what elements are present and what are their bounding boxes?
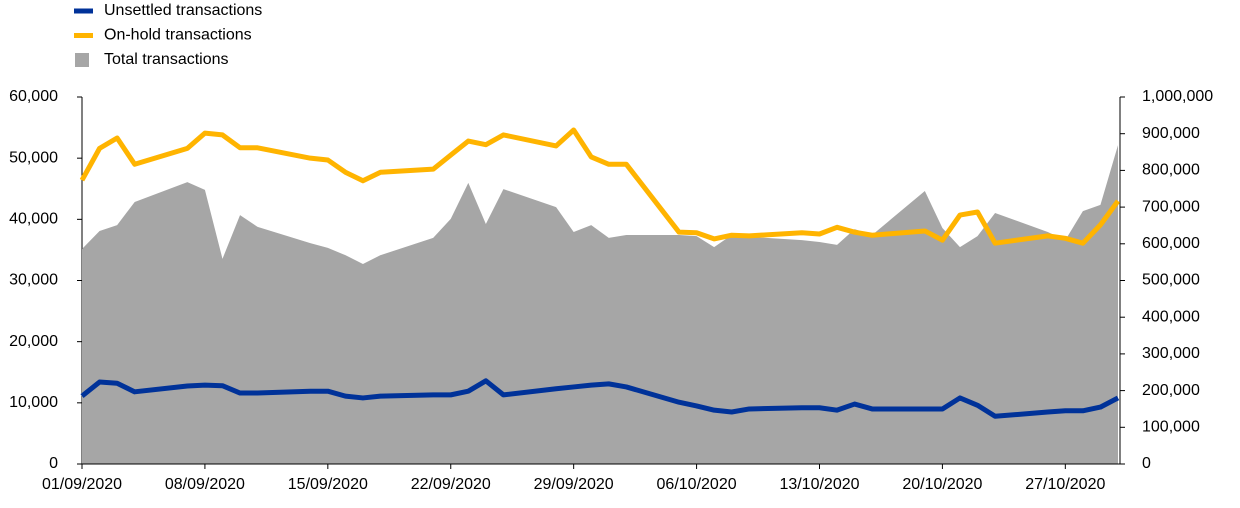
y2-tick-label: 500,000 (1142, 272, 1200, 289)
y-tick-label: 10,000 (9, 394, 58, 411)
y2-tick-label: 1,000,000 (1142, 88, 1213, 105)
y2-tick-label: 0 (1142, 455, 1151, 472)
y2-tick-label: 300,000 (1142, 345, 1200, 362)
x-tick-label: 20/10/2020 (902, 476, 982, 493)
line (79, 127, 1121, 246)
y2-tick-label: 800,000 (1142, 162, 1200, 179)
y2-tick-label: 100,000 (1142, 419, 1200, 436)
line (80, 378, 1120, 419)
y-tick-label: 30,000 (9, 272, 58, 289)
y-tick-label: 40,000 (9, 211, 58, 228)
legend-label: Total transactions (104, 51, 229, 68)
x-tick-label: 06/10/2020 (657, 476, 737, 493)
y-tick-label: 50,000 (9, 149, 58, 166)
x-tick-label: 08/09/2020 (165, 476, 245, 493)
x-tick-label: 29/09/2020 (534, 476, 614, 493)
y-tick-label: 20,000 (9, 333, 58, 350)
y2-tick-label: 200,000 (1142, 382, 1200, 399)
x-tick-label: 27/10/2020 (1025, 476, 1105, 493)
legend-label: Unsettled transactions (104, 2, 262, 19)
x-tick-label: 15/09/2020 (288, 476, 368, 493)
y-tick-label: 0 (49, 455, 58, 472)
x-tick-label: 22/09/2020 (411, 476, 491, 493)
legend-swatch (75, 53, 89, 67)
y2-tick-label: 700,000 (1142, 198, 1200, 215)
area (82, 145, 1118, 464)
x-tick-label: 01/09/2020 (42, 476, 122, 493)
y2-tick-label: 400,000 (1142, 308, 1200, 325)
y-tick-label: 60,000 (9, 88, 58, 105)
y2-tick-label: 600,000 (1142, 235, 1200, 252)
legend-label: On-hold transactions (104, 27, 252, 44)
x-tick-label: 13/10/2020 (779, 476, 859, 493)
y2-tick-label: 900,000 (1142, 125, 1200, 142)
